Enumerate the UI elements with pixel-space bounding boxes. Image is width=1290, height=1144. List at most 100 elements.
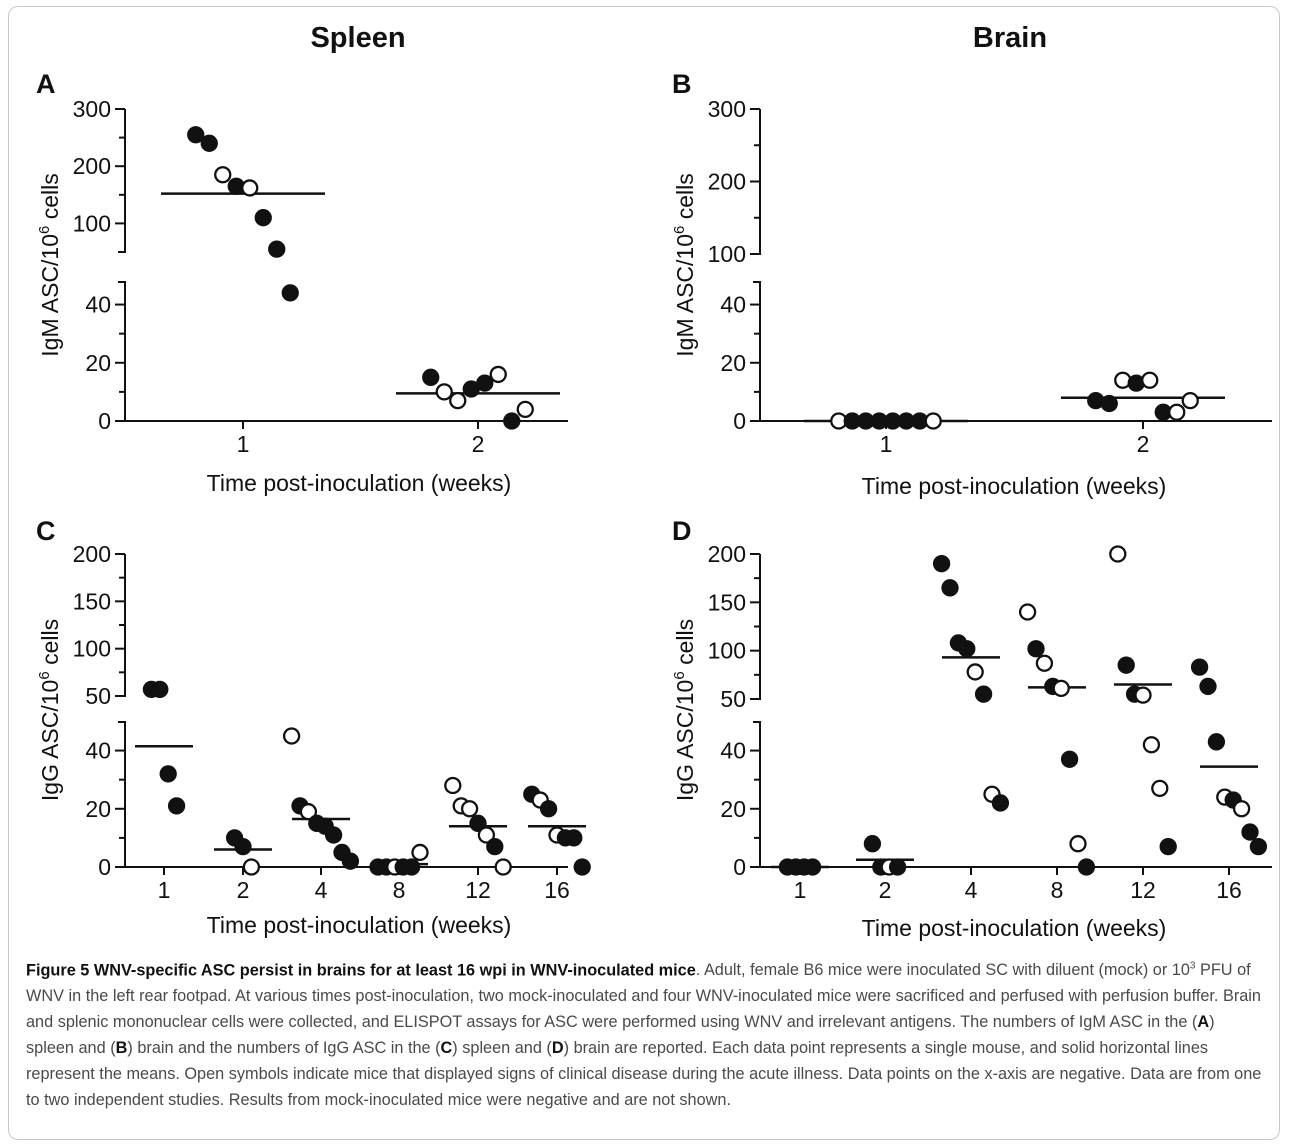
x-tick-label: 1 (158, 877, 171, 903)
data-point-filled (1060, 750, 1079, 768)
caption-segment: 3 (1189, 961, 1196, 972)
data-point-filled (503, 412, 521, 430)
data-point-filled (167, 797, 186, 815)
caption-segment: ) spleen and ( (452, 1039, 552, 1058)
data-point-open (1035, 654, 1054, 672)
data-point-filled (422, 368, 440, 386)
y-tick-label: 200 (708, 169, 746, 195)
data-point-filled (941, 579, 959, 597)
y-tick-label: 100 (73, 210, 111, 236)
y-tick-label: 20 (720, 350, 746, 376)
data-point-open (411, 843, 429, 862)
panel-a: A 0 20 40 100 200 300 1 2 Time post-inoculation (… (36, 69, 568, 496)
data-point-filled (486, 837, 504, 856)
y-tick-label: 300 (708, 96, 746, 122)
x-tick-label: 16 (544, 877, 570, 903)
y-tick-label: 0 (733, 854, 746, 880)
data-point-filled (1100, 394, 1118, 413)
data-point-filled (991, 794, 1010, 812)
panel-label: C (36, 516, 56, 546)
figure-caption: Figure 5 WNV-specific ASC persist in bra… (26, 954, 1266, 1113)
caption-segment: A (1197, 1013, 1210, 1032)
caption-segment: . Adult, female B6 mice were inoculated … (695, 961, 1190, 980)
data-point-open (1018, 603, 1037, 621)
y-tick-label: 40 (720, 292, 746, 318)
data-point-open (1181, 391, 1199, 410)
data-point-open (214, 166, 232, 184)
data-point-open (494, 858, 512, 876)
x-axis-title: Time post-inoculation (weeks) (862, 473, 1167, 499)
x-tick-label: 1 (880, 431, 893, 457)
data-point-filled (268, 240, 286, 258)
data-point-open (966, 663, 984, 681)
y-tick-label: 100 (708, 241, 746, 267)
y-tick-label: 20 (720, 796, 746, 822)
x-tick-label: 2 (879, 877, 892, 903)
data-point-open (299, 803, 318, 821)
y-title-part: cells (37, 619, 63, 671)
caption-segment: PFU of WNV in the left rear footpad. At … (26, 961, 1261, 1032)
y-tick-label: 100 (73, 636, 111, 662)
data-point-filled (1027, 640, 1045, 658)
data-point-open (1109, 545, 1127, 563)
data-point-open (489, 365, 507, 384)
figure-frame (8, 6, 1280, 1140)
y-title-part: IgM ASC/10 (37, 234, 63, 357)
caption-segment: ) brain and the numbers of IgG ASC in th… (127, 1039, 441, 1058)
caption-segment: ) spleen and ( (26, 1013, 1215, 1058)
y-axis-title: IgM ASC/106 cells (36, 173, 63, 356)
x-tick-label: 2 (472, 431, 485, 457)
x-tick-label: 1 (237, 431, 250, 457)
caption-body: . Adult, female B6 mice were inoculated … (26, 961, 1261, 1109)
data-point-filled (254, 209, 272, 227)
data-point-filled (469, 814, 487, 832)
y-tick-label: 200 (73, 541, 111, 567)
data-point-open (460, 800, 479, 818)
data-point-filled (402, 858, 421, 876)
y-tick-label: 20 (85, 350, 111, 376)
data-point-open (477, 826, 496, 844)
data-point-filled (1199, 677, 1217, 696)
data-point-filled (1249, 837, 1268, 856)
data-point-filled (234, 837, 252, 856)
data-point-open (1134, 686, 1152, 704)
data-point-open (449, 391, 467, 410)
y-tick-label: 200 (708, 541, 746, 567)
data-point-filled (932, 555, 951, 573)
x-tick-label: 1 (794, 877, 807, 903)
y-title-part: cells (672, 619, 698, 671)
x-tick-label: 2 (1137, 431, 1150, 457)
y-axis-title: IgM ASC/106 cells (671, 173, 698, 356)
y-title-part: cells (37, 173, 63, 225)
y-tick-label: 40 (720, 738, 746, 764)
panel-label: B (672, 69, 692, 99)
data-point-open (924, 412, 942, 430)
x-tick-label: 8 (1051, 877, 1064, 903)
x-axis-title: Time post-inoculation (weeks) (207, 470, 512, 496)
data-point-filled (539, 800, 558, 818)
caption-segment: ) brain are reported. Each data point re… (26, 1039, 1262, 1110)
x-tick-label: 4 (965, 877, 978, 903)
y-tick-label: 40 (85, 738, 111, 764)
y-tick-label: 40 (85, 292, 111, 318)
data-point-open (1168, 403, 1186, 421)
data-point-filled (565, 829, 583, 847)
column-title-spleen: Spleen (310, 22, 405, 54)
data-point-filled (341, 852, 360, 870)
data-point-filled (159, 765, 177, 783)
y-title-superscript: 6 (671, 671, 688, 679)
y-tick-label: 150 (708, 589, 746, 615)
caption-title: Figure 5 WNV-specific ASC persist in bra… (26, 961, 696, 980)
y-axis-title: IgG ASC/106 cells (671, 619, 698, 801)
data-point-filled (1077, 858, 1096, 876)
data-point-open (435, 383, 453, 401)
data-point-filled (803, 858, 822, 876)
caption-segment: C (440, 1039, 453, 1058)
y-tick-label: 0 (98, 408, 111, 434)
data-point-filled (1241, 823, 1259, 841)
data-point-open (242, 858, 261, 876)
x-tick-label: 12 (1130, 877, 1156, 903)
